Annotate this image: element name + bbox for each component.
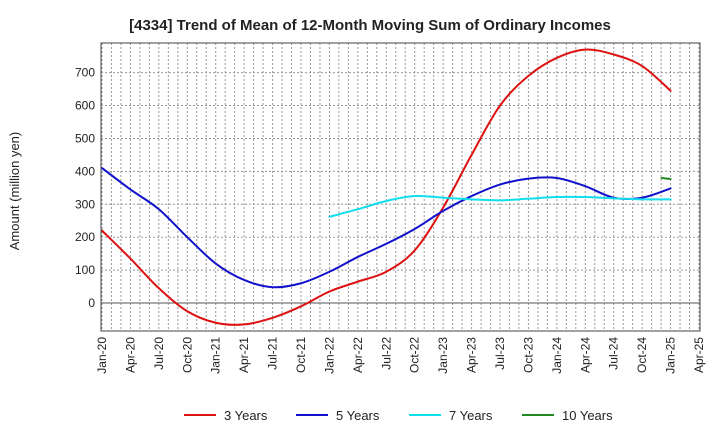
series-layer: [101, 48, 672, 326]
y-tick-label: 700: [75, 66, 95, 80]
x-tick-label: Jul-21: [266, 337, 280, 370]
x-tick-label: Jan-20: [95, 337, 109, 374]
x-tick-label: Jan-22: [322, 337, 336, 374]
x-tick-label: Apr-24: [578, 337, 592, 373]
x-tick-label: Oct-21: [294, 337, 308, 373]
grid-layer: [101, 43, 700, 331]
x-tick-label: Jan-25: [664, 337, 678, 374]
x-tick-label: Apr-22: [351, 337, 365, 373]
plot-border: [100, 42, 701, 332]
x-tick-label: Jul-22: [379, 337, 393, 370]
y-tick-label: 500: [75, 131, 95, 145]
series-line-5-years: [101, 167, 672, 289]
x-tick-label: Apr-23: [465, 337, 479, 373]
y-tick-label: 400: [75, 164, 95, 178]
x-tick-label: Oct-22: [408, 337, 422, 373]
y-tick-label: 300: [75, 197, 95, 211]
legend-label: 10 Years: [562, 408, 613, 423]
y-tick-label: 0: [88, 296, 95, 310]
y-tick-labels: 0 100 200 300 400 500 600 700: [75, 66, 95, 310]
legend-label: 3 Years: [224, 408, 268, 423]
x-tick-label: Jan-24: [550, 337, 564, 374]
legend: 3 Years 5 Years 7 Years 10 Years: [184, 408, 613, 423]
series-line-10-years: [660, 176, 672, 180]
x-tick-label: Apr-25: [692, 337, 706, 373]
y-tick-label: 200: [75, 230, 95, 244]
x-tick-label: Oct-20: [180, 337, 194, 373]
x-tick-label: Oct-23: [521, 337, 535, 373]
x-tick-labels: Jan-20 Apr-20 Jul-20 Oct-20 Jan-21 Apr-21 Jul-…: [95, 337, 706, 374]
x-tick-label: Apr-21: [237, 337, 251, 373]
x-tick-label: Jul-23: [493, 337, 507, 370]
chart-title: [4334] Trend of Mean of 12-Month Moving …: [129, 17, 611, 34]
x-tick-label: Jul-24: [607, 337, 621, 370]
legend-label: 5 Years: [336, 408, 380, 423]
x-tick-label: Jan-23: [436, 337, 450, 374]
y-tick-label: 100: [75, 263, 95, 277]
series-line-7-years: [328, 194, 672, 218]
x-tick-label: Jan-21: [209, 337, 223, 374]
x-tick-label: Oct-24: [635, 337, 649, 373]
series-line-3-years: [101, 48, 672, 326]
y-tick-label: 600: [75, 99, 95, 113]
y-axis-label: Amount (million yen): [7, 132, 22, 251]
x-tick-label: Jul-20: [152, 337, 166, 370]
legend-label: 7 Years: [449, 408, 493, 423]
x-tick-label: Apr-20: [123, 337, 137, 373]
